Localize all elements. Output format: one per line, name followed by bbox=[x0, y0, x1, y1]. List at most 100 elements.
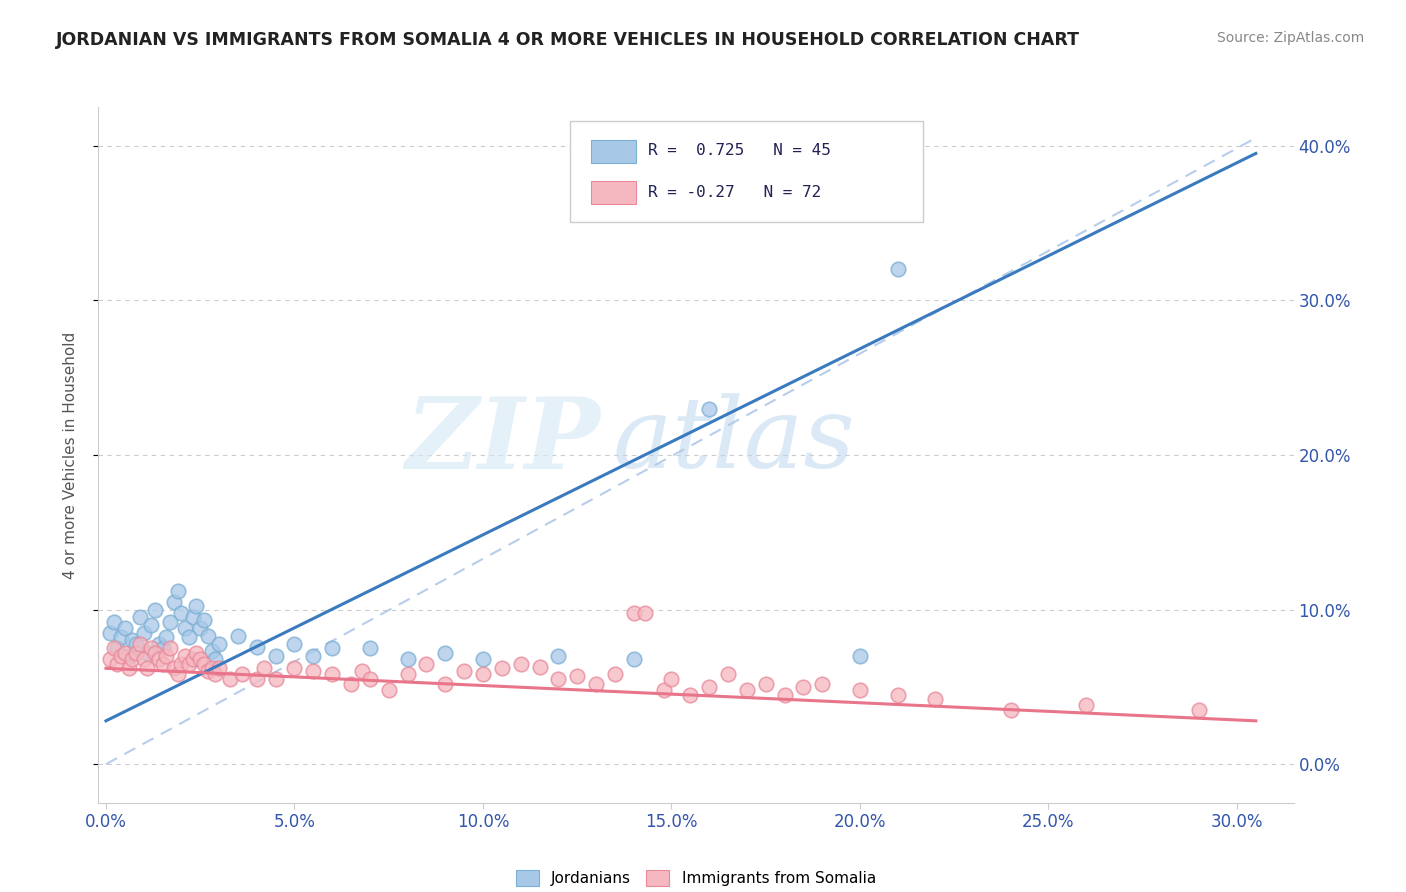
Point bbox=[159, 641, 181, 656]
Point bbox=[177, 631, 200, 645]
Point bbox=[886, 262, 908, 277]
Point bbox=[132, 625, 155, 640]
Point bbox=[529, 659, 551, 673]
Text: R = -0.27   N = 72: R = -0.27 N = 72 bbox=[648, 186, 821, 200]
Point bbox=[110, 648, 132, 663]
Point bbox=[792, 680, 814, 694]
Legend: Jordanians, Immigrants from Somalia: Jordanians, Immigrants from Somalia bbox=[510, 864, 882, 892]
Point bbox=[264, 648, 287, 663]
Point bbox=[735, 682, 758, 697]
Point bbox=[283, 636, 305, 650]
Point bbox=[302, 648, 325, 663]
Point bbox=[340, 677, 363, 691]
Point bbox=[200, 644, 222, 658]
Point bbox=[132, 652, 155, 666]
Point bbox=[321, 641, 343, 656]
Point bbox=[128, 636, 150, 650]
Point bbox=[697, 680, 720, 694]
Point bbox=[359, 672, 381, 686]
Point bbox=[188, 652, 211, 666]
Point bbox=[472, 652, 495, 666]
Point bbox=[352, 665, 374, 679]
Text: Source: ZipAtlas.com: Source: ZipAtlas.com bbox=[1216, 31, 1364, 45]
Point bbox=[226, 629, 249, 643]
Point bbox=[396, 652, 419, 666]
Point bbox=[193, 613, 215, 627]
Text: ZIP: ZIP bbox=[405, 392, 600, 489]
Point bbox=[491, 661, 513, 675]
Point bbox=[110, 631, 132, 645]
Point bbox=[105, 657, 128, 671]
Point bbox=[114, 621, 136, 635]
Point bbox=[181, 652, 204, 666]
Point bbox=[1076, 698, 1098, 713]
Point bbox=[509, 657, 531, 671]
Point bbox=[141, 641, 163, 656]
Point bbox=[623, 652, 645, 666]
Point bbox=[170, 657, 193, 671]
Point bbox=[188, 621, 211, 635]
Point bbox=[246, 672, 269, 686]
Point bbox=[152, 657, 174, 671]
Point bbox=[186, 599, 208, 614]
Point bbox=[159, 615, 181, 629]
Point bbox=[434, 677, 457, 691]
Point bbox=[174, 648, 197, 663]
Point bbox=[143, 646, 166, 660]
Point bbox=[924, 692, 946, 706]
Point bbox=[136, 661, 159, 675]
Point bbox=[773, 688, 796, 702]
Point bbox=[121, 652, 143, 666]
Point bbox=[128, 610, 150, 624]
Point bbox=[125, 646, 148, 660]
Point bbox=[152, 641, 174, 656]
Point bbox=[105, 641, 128, 656]
Point bbox=[231, 667, 253, 681]
Point bbox=[717, 667, 740, 681]
Point bbox=[170, 606, 193, 620]
Point bbox=[174, 621, 197, 635]
Point bbox=[200, 661, 222, 675]
Point bbox=[661, 672, 683, 686]
Point bbox=[181, 610, 204, 624]
Point bbox=[155, 648, 177, 663]
Point bbox=[148, 652, 170, 666]
Y-axis label: 4 or more Vehicles in Household: 4 or more Vehicles in Household bbox=[63, 331, 77, 579]
Point bbox=[114, 646, 136, 660]
Bar bbox=[591, 140, 636, 162]
FancyBboxPatch shape bbox=[571, 121, 922, 222]
Point bbox=[219, 672, 242, 686]
Point bbox=[453, 665, 475, 679]
Point bbox=[117, 661, 139, 675]
Point bbox=[377, 682, 399, 697]
Point bbox=[204, 652, 226, 666]
Point bbox=[1000, 703, 1022, 717]
Point bbox=[585, 677, 607, 691]
Point bbox=[103, 641, 125, 656]
Point bbox=[186, 646, 208, 660]
Point bbox=[246, 640, 269, 654]
Point bbox=[623, 606, 645, 620]
Point bbox=[434, 646, 457, 660]
Point bbox=[697, 401, 720, 416]
Point bbox=[143, 602, 166, 616]
Point bbox=[163, 595, 186, 609]
Point bbox=[547, 648, 569, 663]
Point bbox=[208, 661, 231, 675]
Point bbox=[849, 648, 872, 663]
Point bbox=[755, 677, 778, 691]
Point bbox=[163, 661, 186, 675]
Point bbox=[811, 677, 834, 691]
Point bbox=[166, 584, 188, 599]
Point bbox=[166, 667, 188, 681]
Point bbox=[177, 657, 200, 671]
Point bbox=[98, 625, 121, 640]
Point bbox=[472, 667, 495, 681]
Point bbox=[197, 665, 219, 679]
Bar bbox=[591, 181, 636, 204]
Point bbox=[103, 615, 125, 629]
Point bbox=[125, 636, 148, 650]
Point bbox=[283, 661, 305, 675]
Point bbox=[415, 657, 437, 671]
Point bbox=[253, 661, 276, 675]
